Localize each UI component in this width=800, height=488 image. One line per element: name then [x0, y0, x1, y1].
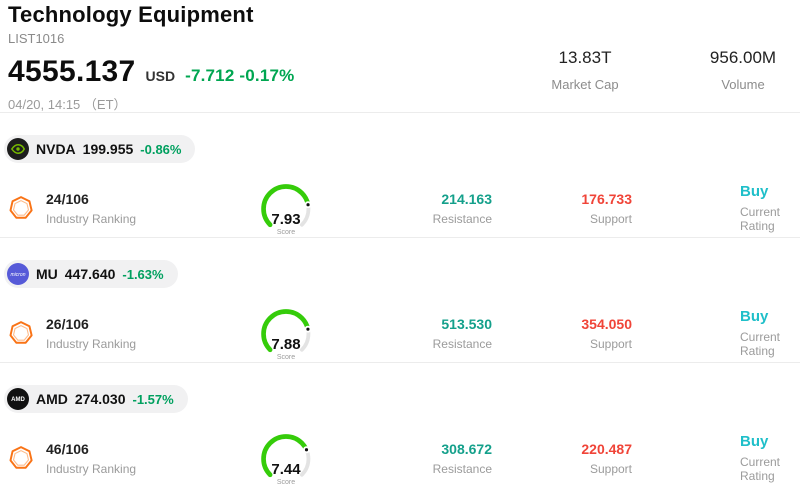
ticker-symbol: AMD — [36, 391, 68, 407]
market-cap-value: 13.83T — [558, 48, 612, 67]
rating-buy-link[interactable]: Buy — [740, 183, 769, 200]
support-cell: 220.487 Support — [506, 441, 656, 476]
rating-label: Current Rating — [740, 205, 781, 233]
rating-cell: Buy Current Rating — [656, 308, 792, 358]
ranking-badge-icon — [8, 320, 34, 346]
score-gauge-cell: 7.44 Score — [216, 429, 356, 487]
ranking-value: 46/106 — [46, 440, 89, 457]
resistance-label: Resistance — [432, 336, 492, 351]
resistance-value: 513.530 — [441, 315, 492, 332]
quote-timestamp: 04/20, 14:15 （ET） — [8, 97, 127, 112]
page-title: Technology Equipment — [8, 2, 254, 27]
rating-label: Current Rating — [740, 330, 781, 358]
micron-logo-icon: micron — [7, 263, 29, 285]
resistance-cell: 214.163 Resistance — [356, 191, 506, 226]
support-value: 354.050 — [581, 315, 632, 332]
score-gauge: 7.44 Score — [244, 429, 328, 487]
resistance-label: Resistance — [432, 211, 492, 226]
resistance-value: 308.672 — [441, 440, 492, 457]
nvidia-logo-icon — [7, 138, 29, 160]
support-cell: 354.050 Support — [506, 316, 656, 351]
score-gauge-cell: 7.88 Score — [216, 304, 356, 362]
micron-logo-text: micron — [10, 272, 25, 278]
ranking-label: Industry Ranking — [46, 336, 137, 351]
resistance-value: 214.163 — [441, 190, 492, 207]
ranking-badge-icon — [8, 195, 34, 221]
ticker-price: 274.030 — [74, 391, 126, 407]
support-value: 220.487 — [581, 440, 632, 457]
support-label: Support — [589, 461, 632, 476]
resistance-label: Resistance — [432, 461, 492, 476]
score-gauge-cell: 7.93 Score — [216, 179, 356, 237]
currency-label: USD — [145, 68, 176, 84]
stock-row: 46/106 Industry Ranking 7.44 Score 308.6… — [0, 429, 800, 487]
resistance-cell: 513.530 Resistance — [356, 316, 506, 351]
ranking-text: 46/106 Industry Ranking — [46, 441, 136, 476]
ranking-badge-icon — [8, 445, 34, 471]
ticker-change: -0.86% — [140, 141, 182, 157]
ticker-symbol: NVDA — [36, 141, 76, 157]
ranking-value: 26/106 — [46, 315, 89, 332]
stock-chip-nvda[interactable]: NVDA 199.955 -0.86% — [4, 135, 196, 163]
amd-logo-icon: AMD — [7, 388, 29, 410]
industry-ranking-cell: 26/106 Industry Ranking — [8, 316, 178, 351]
score-value: 7.88 — [271, 336, 301, 353]
stock-row: 26/106 Industry Ranking 7.88 Score 513.5… — [0, 304, 800, 362]
stock-row: 24/106 Industry Ranking 7.93 Score 214.1… — [0, 179, 800, 237]
support-cell: 176.733 Support — [506, 191, 656, 226]
header: Technology Equipment LIST1016 4555.137 U… — [0, 0, 800, 112]
score-label: Score — [276, 479, 296, 486]
market-cap-label: Market Cap — [551, 77, 619, 92]
score-label: Score — [276, 354, 296, 361]
resistance-cell: 308.672 Resistance — [356, 441, 506, 476]
rating-buy-link[interactable]: Buy — [740, 433, 769, 450]
ticker-change: -1.63% — [122, 266, 164, 282]
score-gauge: 7.88 Score — [244, 304, 328, 362]
support-value: 176.733 — [581, 190, 632, 207]
stock-chip-amd[interactable]: AMD AMD 274.030 -1.57% — [4, 385, 188, 413]
score-label: Score — [276, 229, 296, 236]
ticker-symbol: MU — [36, 266, 58, 282]
ticker-price: 199.955 — [82, 141, 134, 157]
stock-chip-mu[interactable]: micron MU 447.640 -1.63% — [4, 260, 178, 288]
ticker-price: 447.640 — [64, 266, 116, 282]
rating-buy-link[interactable]: Buy — [740, 308, 769, 325]
list-id: LIST1016 — [8, 31, 65, 46]
volume-value: 956.00M — [709, 48, 777, 67]
ranking-text: 24/106 Industry Ranking — [46, 191, 136, 226]
index-change: -7.712 -0.17% — [185, 66, 295, 85]
amd-logo-text: AMD — [11, 397, 25, 403]
stock-section-amd: AMD AMD 274.030 -1.57% 46/106 Industry R… — [0, 362, 800, 487]
industry-ranking-cell: 46/106 Industry Ranking — [8, 441, 178, 476]
score-value: 7.93 — [271, 211, 301, 228]
rating-label: Current Rating — [740, 455, 781, 483]
ranking-text: 26/106 Industry Ranking — [46, 316, 136, 351]
score-gauge: 7.93 Score — [244, 179, 328, 237]
support-label: Support — [589, 336, 632, 351]
stock-section-mu: micron MU 447.640 -1.63% 26/106 Industry… — [0, 237, 800, 362]
industry-ranking-cell: 24/106 Industry Ranking — [8, 191, 178, 226]
rating-cell: Buy Current Rating — [656, 183, 792, 233]
price-row: 4555.137 USD -7.712 -0.17% — [8, 55, 792, 89]
ranking-label: Industry Ranking — [46, 211, 137, 226]
support-label: Support — [589, 211, 632, 226]
score-value: 7.44 — [271, 461, 301, 478]
market-cap-stat: 13.83T Market Cap — [515, 48, 655, 92]
ranking-value: 24/106 — [46, 190, 89, 207]
ranking-label: Industry Ranking — [46, 461, 137, 476]
stock-section-nvda: NVDA 199.955 -0.86% 24/106 Industry Rank… — [0, 112, 800, 237]
volume-label: Volume — [721, 77, 765, 92]
index-price: 4555.137 — [8, 55, 136, 88]
ticker-change: -1.57% — [132, 391, 174, 407]
volume-stat: 956.00M Volume — [678, 48, 800, 92]
rating-cell: Buy Current Rating — [656, 433, 792, 483]
